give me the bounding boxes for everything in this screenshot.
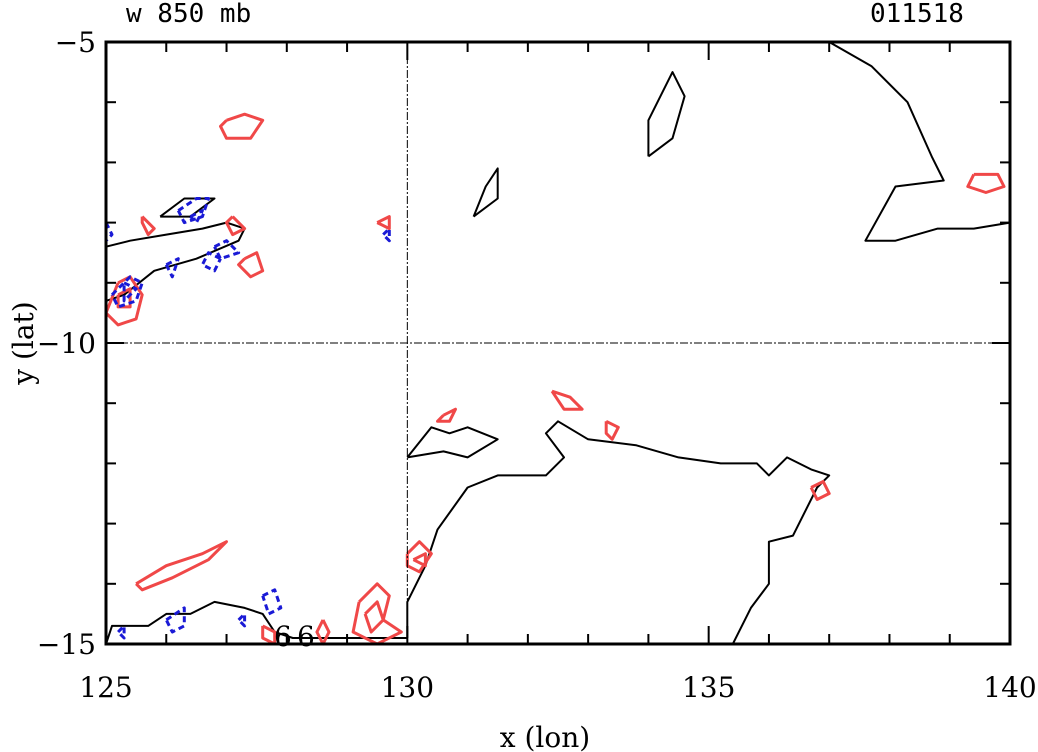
- red-contour-12: [225, 215, 247, 237]
- date-label: 011518: [870, 0, 964, 29]
- contour-layer: [104, 41, 1011, 646]
- red-contour-21: [809, 480, 831, 501]
- red-contour-18: [604, 419, 620, 441]
- black-contour-5: [406, 426, 499, 459]
- red-contour-13: [237, 251, 265, 279]
- x-tick-label: 125: [79, 671, 132, 704]
- reference-lines: [106, 42, 1010, 644]
- blue-contour-36: [164, 606, 186, 634]
- blue-contour-39: [117, 624, 126, 640]
- blue-contour-28: [189, 209, 204, 225]
- blue-contour-35: [382, 227, 391, 243]
- plot-frame: [104, 40, 1012, 646]
- red-contour-23: [351, 582, 403, 646]
- blue-contour-30: [200, 251, 222, 273]
- blue-contour-31: [164, 257, 180, 279]
- red-contour-15: [116, 287, 132, 309]
- x-axis-label: x (lon): [500, 721, 590, 752]
- blue-contour-32: [110, 275, 144, 309]
- blue-contour-37: [261, 588, 283, 616]
- y-axis-label: y (lat): [7, 301, 40, 385]
- black-contour-7: [105, 600, 408, 645]
- marker-label-black: 6: [274, 620, 292, 653]
- red-contour-10: [376, 215, 391, 231]
- chart-title: w 850 mb: [126, 0, 251, 29]
- y-tick-label: −15: [37, 628, 96, 661]
- y-tick-label: −10: [37, 327, 96, 360]
- x-tick-label: 130: [381, 671, 434, 704]
- red-contour-11: [140, 215, 156, 237]
- red-contour-20: [412, 552, 427, 568]
- y-tick-label: −5: [55, 26, 96, 59]
- black-contour-6: [406, 420, 831, 645]
- red-contour-8: [219, 112, 265, 140]
- red-contour-9: [966, 172, 1006, 194]
- blue-contour-34: [104, 221, 114, 242]
- red-contour-26: [315, 619, 331, 646]
- red-contour-24: [363, 600, 385, 634]
- black-contour-4: [159, 197, 216, 218]
- blue-contour-29: [213, 239, 241, 261]
- x-tick-label: 135: [682, 671, 735, 704]
- axis-ticks: 125 130 135 140 −5 −10 −15: [37, 26, 1037, 704]
- x-tick-label: 140: [983, 671, 1036, 704]
- marker-label-green: 6: [297, 620, 315, 653]
- blue-contour-38: [237, 612, 247, 628]
- red-contour-17: [550, 389, 584, 411]
- blue-contour-33: [122, 281, 138, 303]
- black-contour-0: [781, 41, 1011, 242]
- red-contour-22: [135, 540, 228, 592]
- red-contour-16: [436, 407, 457, 423]
- black-contour-2: [472, 167, 499, 218]
- black-contour-1: [647, 71, 686, 158]
- blue-contour-27: [176, 197, 210, 225]
